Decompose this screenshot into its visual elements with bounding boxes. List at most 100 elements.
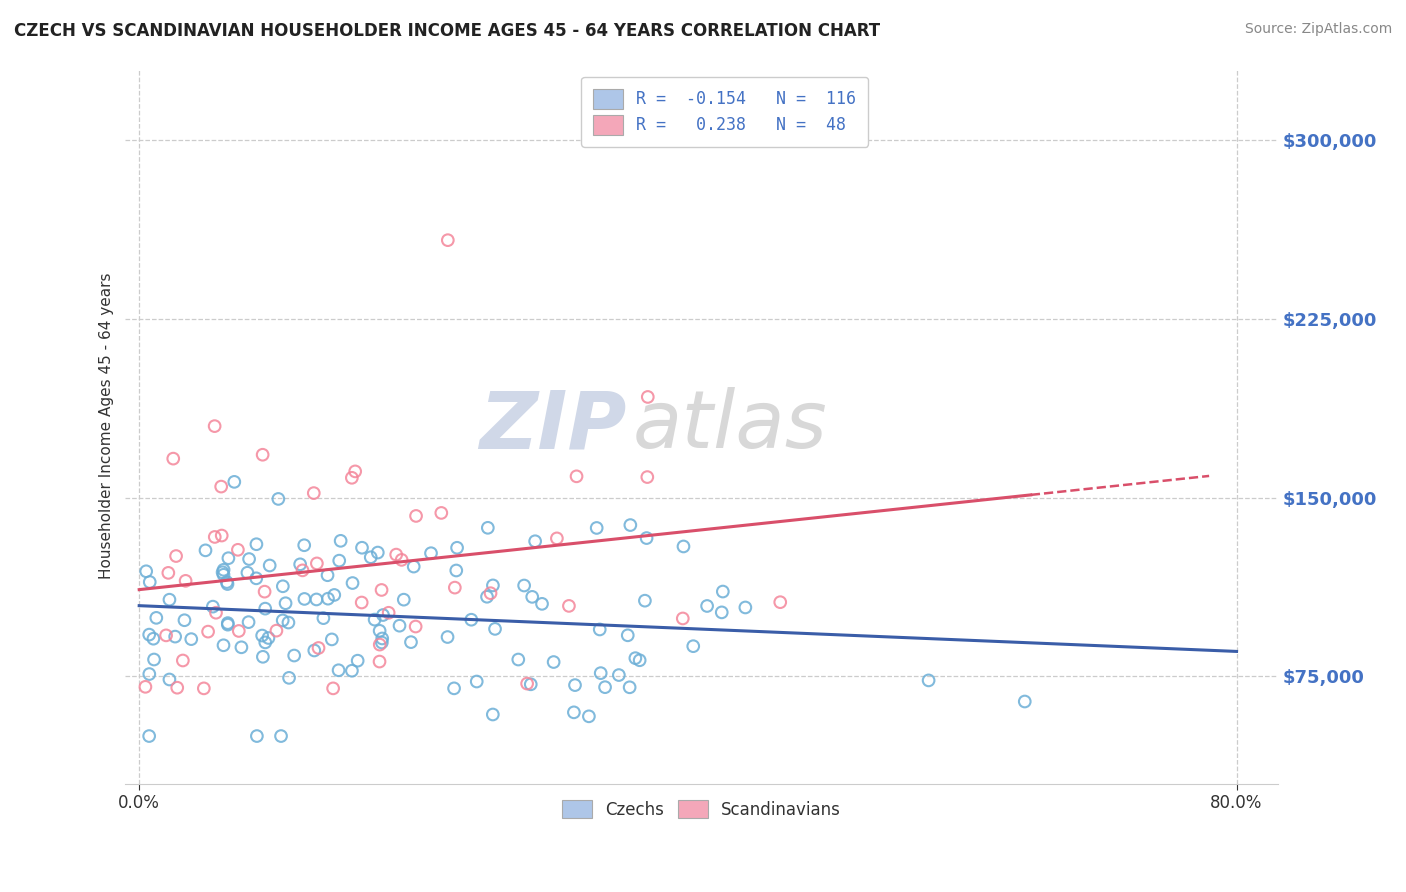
Point bbox=[696, 599, 718, 613]
Point bbox=[465, 674, 488, 689]
Legend: Czechs, Scandinavians: Czechs, Scandinavians bbox=[555, 794, 848, 825]
Point bbox=[477, 521, 499, 535]
Point bbox=[558, 599, 581, 613]
Point bbox=[328, 663, 350, 677]
Point bbox=[215, 575, 238, 590]
Y-axis label: Householder Income Ages 45 - 64 years: Householder Income Ages 45 - 64 years bbox=[100, 273, 114, 580]
Point bbox=[252, 649, 274, 664]
Point bbox=[157, 566, 180, 580]
Point bbox=[636, 531, 658, 545]
Point bbox=[508, 652, 530, 666]
Point bbox=[246, 729, 269, 743]
Point bbox=[564, 678, 586, 692]
Point bbox=[159, 592, 181, 607]
Point bbox=[328, 554, 350, 568]
Point bbox=[399, 635, 422, 649]
Point bbox=[377, 606, 399, 620]
Point bbox=[274, 596, 297, 610]
Point bbox=[204, 419, 226, 434]
Point bbox=[578, 709, 600, 723]
Point bbox=[543, 655, 565, 669]
Point bbox=[252, 448, 274, 462]
Point bbox=[211, 528, 233, 542]
Point bbox=[562, 706, 585, 720]
Point bbox=[231, 640, 253, 655]
Point bbox=[589, 623, 612, 637]
Point bbox=[166, 681, 188, 695]
Point bbox=[302, 486, 325, 500]
Point bbox=[165, 630, 187, 644]
Point bbox=[460, 613, 482, 627]
Point bbox=[138, 627, 160, 641]
Point bbox=[155, 628, 177, 642]
Point bbox=[546, 532, 568, 546]
Point bbox=[371, 608, 394, 623]
Point bbox=[519, 677, 541, 691]
Point bbox=[245, 537, 267, 551]
Point bbox=[607, 668, 630, 682]
Point bbox=[271, 579, 294, 593]
Point bbox=[769, 595, 792, 609]
Point bbox=[436, 630, 458, 644]
Point bbox=[593, 680, 616, 694]
Point bbox=[340, 471, 363, 485]
Point bbox=[437, 233, 460, 247]
Point bbox=[209, 480, 232, 494]
Point bbox=[174, 574, 197, 588]
Point bbox=[224, 475, 246, 489]
Point bbox=[672, 540, 695, 554]
Point bbox=[134, 680, 156, 694]
Point bbox=[294, 591, 316, 606]
Point bbox=[238, 615, 260, 629]
Point bbox=[616, 628, 638, 642]
Point bbox=[305, 557, 328, 571]
Text: ZIP: ZIP bbox=[479, 387, 627, 465]
Point bbox=[228, 624, 250, 638]
Point bbox=[482, 578, 505, 592]
Point bbox=[283, 648, 305, 663]
Point bbox=[446, 564, 468, 578]
Point bbox=[367, 545, 389, 559]
Point bbox=[217, 617, 239, 632]
Point bbox=[266, 624, 288, 638]
Point bbox=[513, 578, 536, 592]
Point bbox=[619, 681, 641, 695]
Point bbox=[212, 638, 235, 652]
Point bbox=[292, 538, 315, 552]
Point bbox=[405, 508, 427, 523]
Point bbox=[217, 577, 239, 591]
Point bbox=[482, 707, 505, 722]
Point bbox=[270, 729, 292, 743]
Point bbox=[245, 571, 267, 585]
Point bbox=[323, 588, 346, 602]
Point bbox=[342, 576, 364, 591]
Point bbox=[516, 676, 538, 690]
Point bbox=[637, 390, 659, 404]
Point bbox=[619, 518, 641, 533]
Point bbox=[405, 619, 427, 633]
Point bbox=[271, 614, 294, 628]
Point bbox=[446, 541, 468, 555]
Point bbox=[211, 566, 233, 580]
Point bbox=[628, 653, 651, 667]
Point bbox=[212, 563, 235, 577]
Point bbox=[145, 611, 167, 625]
Point bbox=[624, 651, 647, 665]
Point bbox=[368, 624, 391, 638]
Point bbox=[277, 615, 299, 630]
Point bbox=[391, 553, 413, 567]
Point bbox=[443, 581, 465, 595]
Point bbox=[312, 611, 335, 625]
Point bbox=[305, 592, 328, 607]
Point bbox=[139, 574, 162, 589]
Text: atlas: atlas bbox=[633, 387, 827, 465]
Point bbox=[172, 653, 194, 667]
Point bbox=[236, 566, 259, 580]
Point bbox=[254, 601, 277, 615]
Point bbox=[201, 599, 224, 614]
Point bbox=[217, 551, 239, 566]
Point bbox=[329, 533, 352, 548]
Point bbox=[1014, 694, 1036, 708]
Point bbox=[711, 584, 734, 599]
Point bbox=[370, 582, 392, 597]
